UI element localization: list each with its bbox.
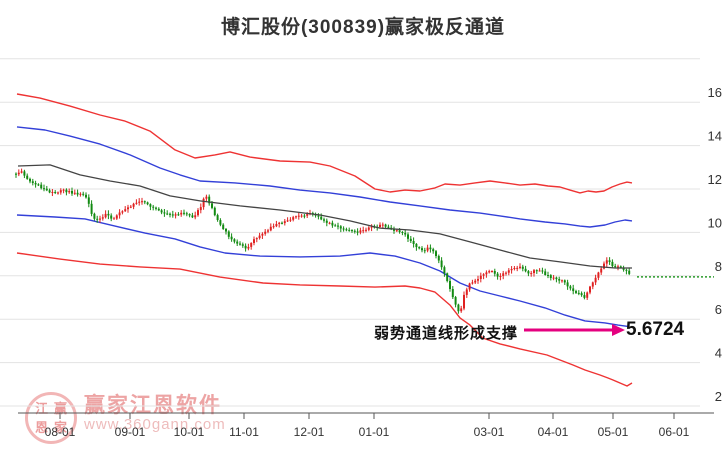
y-axis-tick-label: 6 <box>715 302 722 317</box>
watermark-logo-char: 赢 <box>53 400 67 416</box>
y-axis-tick-label: 4 <box>715 346 722 361</box>
x-axis-tick-label: 05-01 <box>598 425 629 439</box>
gridlines <box>0 58 700 407</box>
x-axis-tick-label: 12-01 <box>294 425 325 439</box>
channel-line-upper-inner-blue <box>16 126 633 228</box>
x-axis-tick-label: 08-01 <box>45 425 76 439</box>
x-axis-tick-label: 04-01 <box>538 425 569 439</box>
chart-title: 博汇股份(300839)赢家极反通道 <box>220 17 506 38</box>
x-axis-tick-label: 01-01 <box>359 425 390 439</box>
watermark-url-text: www.360gann.com <box>84 416 226 433</box>
y-axis-tick-label: 16 <box>708 85 722 100</box>
support-annotation-text: 弱势通道线形成支撑 <box>374 325 519 342</box>
candles <box>15 168 631 314</box>
support-price-value: 5.6724 <box>626 319 685 340</box>
y-axis-tick-label: 10 <box>708 215 722 230</box>
channel-lines <box>16 93 633 387</box>
x-axis: 08-01 09-01 10-01 11-01 12-01 01-01 03-01 04-01… <box>18 412 714 439</box>
y-axis-tick-label: 12 <box>708 172 722 187</box>
channel-line-middle-black <box>17 164 632 269</box>
support-arrow <box>524 324 625 336</box>
y-axis-tick-label: 8 <box>715 259 722 274</box>
watermark-logo-char: 江 <box>34 400 48 416</box>
channel-line-lower-outer-red <box>16 252 633 387</box>
y-axis-tick-label: 14 <box>708 129 722 144</box>
y-axis-tick-label: 2 <box>715 389 722 404</box>
watermark-logo-icon: 江赢恩家 <box>25 392 77 444</box>
arrow-head-icon <box>612 324 625 336</box>
x-axis-tick-label: 09-01 <box>115 425 146 439</box>
x-axis-tick-label: 06-01 <box>659 425 690 439</box>
channel-line-upper-outer-red <box>16 93 633 194</box>
x-axis-tick-label: 10-01 <box>174 425 205 439</box>
watermark-logo-char: 家 <box>53 419 67 435</box>
y-axis-labels: 16 14 12 10 8 6 4 2 <box>708 85 722 404</box>
x-axis-tick-label: 11-01 <box>229 425 259 439</box>
channel-line-lower-inner-blue <box>16 214 629 328</box>
x-axis-tick-label: 03-01 <box>474 425 505 439</box>
watermark-logo-char: 恩 <box>34 419 48 435</box>
